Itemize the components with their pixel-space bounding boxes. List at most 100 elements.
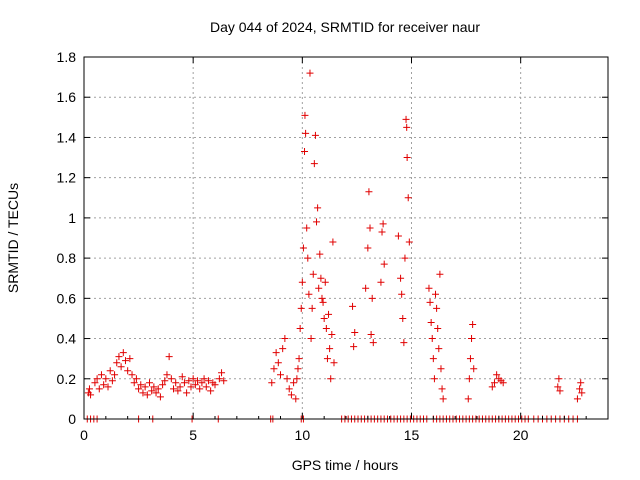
data-point — [117, 363, 125, 371]
data-point — [577, 379, 585, 387]
data-point — [403, 123, 411, 131]
data-point — [326, 345, 334, 353]
data-point — [349, 302, 357, 310]
data-point — [434, 325, 442, 332]
data-point — [439, 395, 447, 403]
data-point — [438, 385, 446, 393]
data-point — [283, 375, 291, 383]
data-point — [554, 383, 562, 391]
data-point — [362, 284, 370, 292]
data-point — [394, 232, 402, 240]
data-point — [329, 238, 337, 246]
data-point — [302, 129, 310, 137]
y-tick-label: 1 — [68, 210, 76, 226]
data-point — [180, 379, 188, 387]
data-point — [143, 391, 151, 399]
data-point — [428, 335, 436, 343]
data-point — [170, 385, 178, 393]
data-point — [437, 365, 445, 373]
data-point — [316, 250, 324, 258]
data-point — [279, 345, 287, 353]
data-point — [200, 375, 208, 383]
data-point — [464, 395, 472, 403]
data-point — [124, 367, 132, 375]
data-point — [469, 320, 477, 328]
data-point — [402, 115, 410, 123]
data-point — [85, 385, 93, 393]
data-point — [215, 375, 223, 383]
data-point — [167, 375, 175, 383]
data-point — [379, 220, 387, 228]
y-tick-label: 1.6 — [57, 89, 77, 105]
data-point — [318, 294, 326, 302]
data-point — [198, 379, 206, 387]
y-axis-label: SRMTID / TECUs — [5, 183, 21, 293]
data-point — [429, 355, 437, 363]
y-tick-label: 0.6 — [57, 290, 77, 306]
data-point — [159, 381, 167, 389]
data-point — [378, 228, 386, 236]
data-point — [405, 238, 413, 246]
data-point — [202, 383, 210, 391]
x-tick-label: 20 — [513, 427, 529, 443]
data-point — [322, 325, 330, 332]
data-point — [404, 194, 412, 202]
data-point — [368, 294, 376, 302]
data-point — [277, 371, 284, 379]
data-point — [146, 379, 153, 387]
data-point — [148, 387, 156, 395]
data-point — [204, 377, 212, 385]
data-point — [108, 377, 116, 385]
data-point — [272, 349, 280, 357]
data-point — [165, 353, 173, 361]
data-point — [207, 387, 215, 395]
data-point — [270, 365, 278, 373]
data-point — [297, 304, 305, 312]
data-point — [119, 349, 127, 357]
data-point — [141, 383, 149, 391]
data-point — [306, 69, 314, 77]
data-point — [268, 379, 276, 387]
data-point — [115, 353, 123, 361]
data-point — [281, 335, 289, 343]
data-point — [330, 359, 338, 367]
data-point — [113, 359, 121, 367]
data-point — [490, 379, 498, 387]
data-point — [399, 314, 407, 322]
data-point — [196, 385, 204, 393]
data-point — [139, 389, 147, 397]
data-point — [380, 260, 388, 268]
data-point — [425, 284, 433, 292]
data-point — [321, 278, 329, 286]
data-point — [305, 290, 313, 298]
data-point — [317, 274, 325, 282]
data-point — [468, 335, 476, 343]
data-point — [294, 365, 302, 373]
data-point — [187, 383, 195, 391]
data-point — [150, 383, 158, 391]
data-point — [323, 355, 331, 363]
data-point — [367, 331, 375, 339]
y-tick-label: 1.8 — [57, 49, 77, 65]
data-point — [126, 355, 134, 363]
data-point — [176, 383, 184, 391]
data-point — [488, 383, 496, 391]
data-point — [152, 389, 160, 397]
y-tick-label: 1.4 — [57, 129, 77, 145]
x-tick-label: 15 — [404, 427, 420, 443]
data-point — [397, 274, 405, 282]
data-point — [311, 131, 319, 139]
data-point — [211, 381, 219, 389]
data-point — [220, 377, 228, 385]
data-point — [314, 204, 322, 212]
data-point — [301, 148, 309, 156]
data-point — [573, 395, 581, 403]
data-point — [97, 371, 105, 379]
data-point — [499, 379, 507, 387]
data-point — [328, 331, 336, 339]
data-point — [319, 298, 327, 306]
data-point — [401, 254, 409, 262]
data-point — [111, 371, 119, 379]
data-point — [470, 365, 478, 373]
